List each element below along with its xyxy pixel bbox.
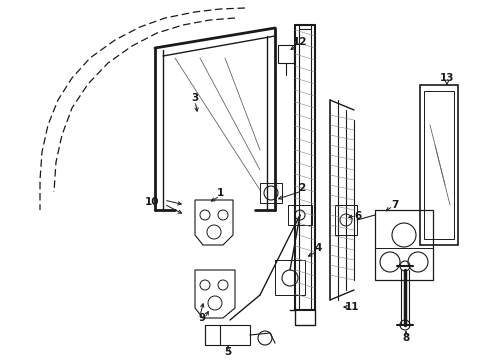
Text: 1: 1 <box>217 188 223 198</box>
Text: 12: 12 <box>293 37 307 47</box>
Polygon shape <box>195 200 233 245</box>
Text: 2: 2 <box>298 183 306 193</box>
Text: 9: 9 <box>198 313 206 323</box>
Polygon shape <box>275 260 305 295</box>
Text: 8: 8 <box>402 333 410 343</box>
Bar <box>420 85 458 245</box>
Polygon shape <box>335 205 357 235</box>
Text: 13: 13 <box>440 73 454 83</box>
Polygon shape <box>278 45 294 63</box>
Polygon shape <box>205 325 250 345</box>
Text: 7: 7 <box>392 200 399 210</box>
Text: 10: 10 <box>145 197 159 207</box>
Text: 3: 3 <box>192 93 198 103</box>
Text: 6: 6 <box>354 211 362 221</box>
Text: 4: 4 <box>314 243 322 253</box>
Text: 11: 11 <box>345 302 359 312</box>
Text: 5: 5 <box>224 347 232 357</box>
Polygon shape <box>288 205 312 225</box>
Polygon shape <box>260 183 282 203</box>
Polygon shape <box>375 210 433 280</box>
Bar <box>424 91 454 239</box>
Polygon shape <box>195 270 235 318</box>
